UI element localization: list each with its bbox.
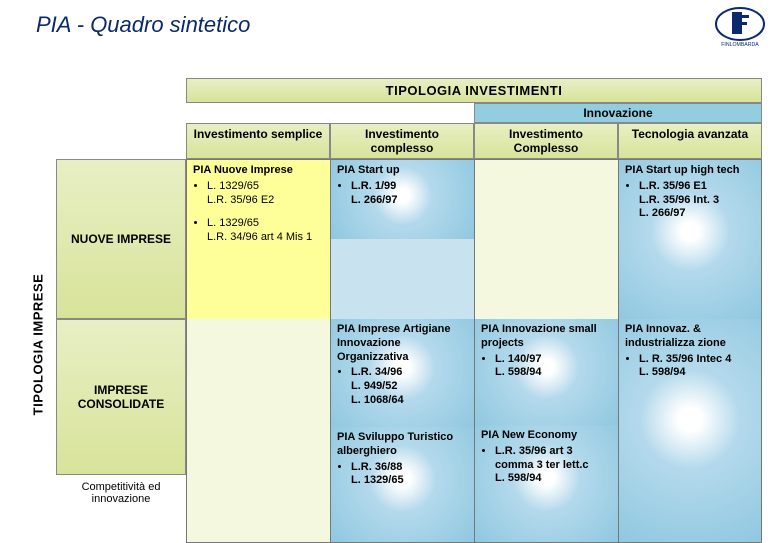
- cell-c3-r2b: PIA New Economy L.R. 35/96 art 3 comma 3…: [475, 425, 618, 543]
- matrix-body: TIPOLOGIA IMPRESE NUOVE IMPRESE IMPRESE …: [56, 159, 762, 543]
- row-headers: NUOVE IMPRESE IMPRESE CONSOLIDATE Compet…: [56, 159, 186, 543]
- header-main: TIPOLOGIA INVESTIMENTI: [186, 78, 762, 103]
- row-header-2: IMPRESE CONSOLIDATE: [56, 319, 186, 475]
- law-ref: L. R. 35/96 Intec 4L. 598/94: [639, 353, 755, 381]
- law-ref: L. 1329/65L.R. 35/96 E2: [207, 180, 324, 208]
- cell-c2-r2a: PIA Imprese Artigiane Innovazione Organi…: [331, 319, 474, 427]
- law-ref: L.R. 34/96L. 949/52L. 1068/64: [351, 366, 468, 407]
- col-header-1: Investimento semplice: [186, 123, 330, 159]
- header-innovazione: Innovazione: [474, 103, 762, 123]
- cell-title: PIA Innovaz. & industrializza zione: [625, 323, 726, 349]
- law-ref: L. 140/97L. 598/94: [495, 353, 612, 381]
- col-header-2: Investimento complesso: [330, 123, 474, 159]
- cell-title: PIA Sviluppo Turistico alberghiero: [337, 431, 453, 457]
- cell-title: PIA Start up: [337, 164, 400, 176]
- cell-title: PIA Nuove Imprese: [193, 164, 293, 176]
- cell-c2-r2b: PIA Sviluppo Turistico alberghiero L.R. …: [331, 427, 474, 543]
- cell-c3-r1: [475, 159, 618, 319]
- col-1: PIA Nuove Imprese L. 1329/65L.R. 35/96 E…: [186, 159, 330, 543]
- cell-title: PIA Innovazione small projects: [481, 323, 597, 349]
- cell-c2-r1: PIA Start up L.R. 1/99L. 266/97: [331, 159, 474, 239]
- law-ref: L.R. 1/99L. 266/97: [351, 180, 468, 208]
- col-header-3: Investimento Complesso: [474, 123, 618, 159]
- law-ref: L.R. 35/96 art 3 comma 3 ter lett.cL. 59…: [495, 445, 612, 486]
- cell-c3-r2a: PIA Innovazione small projects L. 140/97…: [475, 319, 618, 425]
- header-row-cols: Investimento semplice Investimento compl…: [56, 123, 762, 159]
- content-columns: PIA Nuove Imprese L. 1329/65L.R. 35/96 E…: [186, 159, 762, 543]
- row-header-1: NUOVE IMPRESE: [56, 159, 186, 319]
- matrix-table: TIPOLOGIA INVESTIMENTI Innovazione Inves…: [56, 78, 762, 543]
- header-row-main: TIPOLOGIA INVESTIMENTI: [56, 78, 762, 103]
- logo: FINLOMBARDA: [714, 6, 766, 48]
- cell-c4-r1: PIA Start up high tech L.R. 35/96 E1L.R.…: [619, 159, 761, 319]
- law-ref: L.R. 36/88L. 1329/65: [351, 461, 468, 489]
- col-3: PIA Innovazione small projects L. 140/97…: [474, 159, 618, 543]
- page-title: PIA - Quadro sintetico: [0, 0, 780, 38]
- law-ref: L.R. 35/96 E1L.R. 35/96 Int. 3L. 266/97: [639, 180, 755, 221]
- logo-text: FINLOMBARDA: [721, 42, 759, 48]
- cell-c4-r2: PIA Innovaz. & industrializza zione L. R…: [619, 319, 761, 543]
- cell-title: PIA Imprese Artigiane Innovazione Organi…: [337, 323, 451, 363]
- law-ref: L. 1329/65L.R. 34/96 art 4 Mis 1: [207, 217, 324, 245]
- row-footnote: Competitività ed innovazione: [56, 475, 186, 543]
- side-label: TIPOLOGIA IMPRESE: [31, 273, 46, 415]
- header-row-innov: Innovazione: [56, 103, 762, 123]
- cell-title: PIA New Economy: [481, 429, 577, 441]
- cell-c1-r2: [187, 319, 330, 543]
- cell-c1-r1: PIA Nuove Imprese L. 1329/65L.R. 35/96 E…: [187, 159, 330, 319]
- cell-title: PIA Start up high tech: [625, 164, 740, 176]
- col-header-4: Tecnologia avanzata: [618, 123, 762, 159]
- cell-c2-spacer: [331, 239, 474, 319]
- col-4: PIA Start up high tech L.R. 35/96 E1L.R.…: [618, 159, 762, 543]
- col-2: PIA Start up L.R. 1/99L. 266/97 PIA Impr…: [330, 159, 474, 543]
